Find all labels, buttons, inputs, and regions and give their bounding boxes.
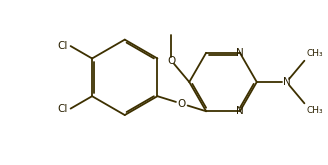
Text: O: O — [178, 99, 186, 109]
Text: CH₃: CH₃ — [306, 106, 323, 115]
Text: O: O — [167, 56, 175, 66]
Text: N: N — [236, 48, 244, 58]
Text: N: N — [236, 106, 244, 116]
Text: Cl: Cl — [57, 104, 68, 114]
Text: Cl: Cl — [57, 41, 68, 51]
Text: CH₃: CH₃ — [306, 50, 323, 58]
Text: N: N — [283, 77, 290, 87]
